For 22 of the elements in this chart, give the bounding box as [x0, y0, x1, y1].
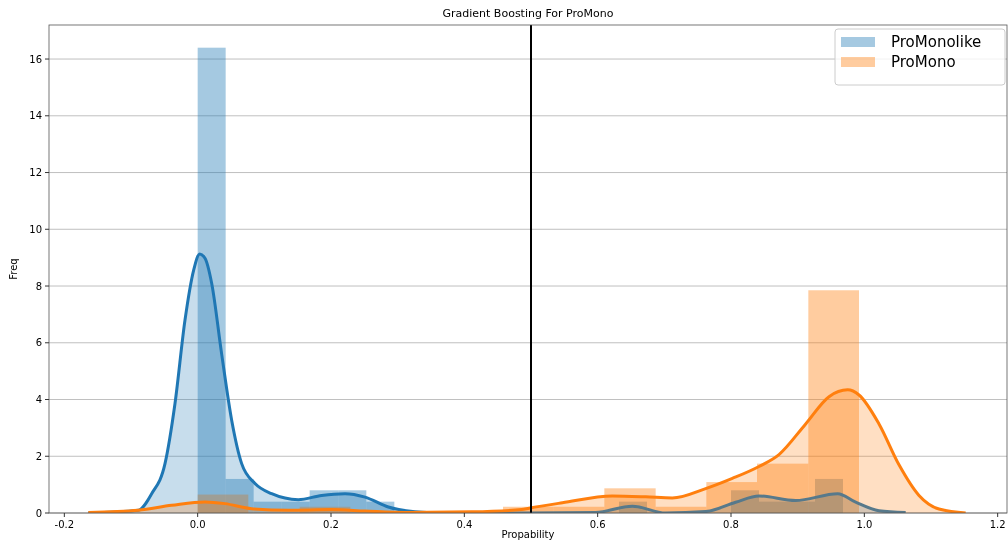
y-axis-title: Freq: [8, 258, 19, 280]
y-tick-label: 10: [29, 223, 42, 235]
y-tick-label: 8: [35, 280, 42, 292]
y-tick-label: 12: [29, 167, 42, 179]
x-tick-label: 0.2: [323, 519, 339, 530]
x-tick-label: 1.2: [989, 519, 1006, 530]
y-tick-label: 16: [29, 53, 42, 65]
x-axis-title: Propability: [501, 529, 555, 540]
x-tick-label: 0.4: [456, 519, 473, 530]
chart-title: Gradient Boosting For ProMono: [442, 7, 614, 20]
y-tick-label: 2: [35, 450, 42, 462]
y-tick-label: 14: [29, 110, 42, 122]
x-tick-label: 1.0: [856, 519, 873, 530]
x-tick-label: 0.8: [723, 519, 739, 530]
x-tick-label: -0.2: [54, 519, 75, 530]
y-tick-label: 0: [35, 507, 42, 519]
x-tick-label: 0.0: [189, 519, 206, 530]
legend-label: ProMono: [891, 53, 956, 71]
legend-label: ProMonolike: [891, 33, 982, 51]
y-tick-label: 4: [35, 394, 42, 406]
y-tick-label: 6: [35, 337, 42, 349]
x-tick-label: 0.6: [589, 519, 606, 530]
